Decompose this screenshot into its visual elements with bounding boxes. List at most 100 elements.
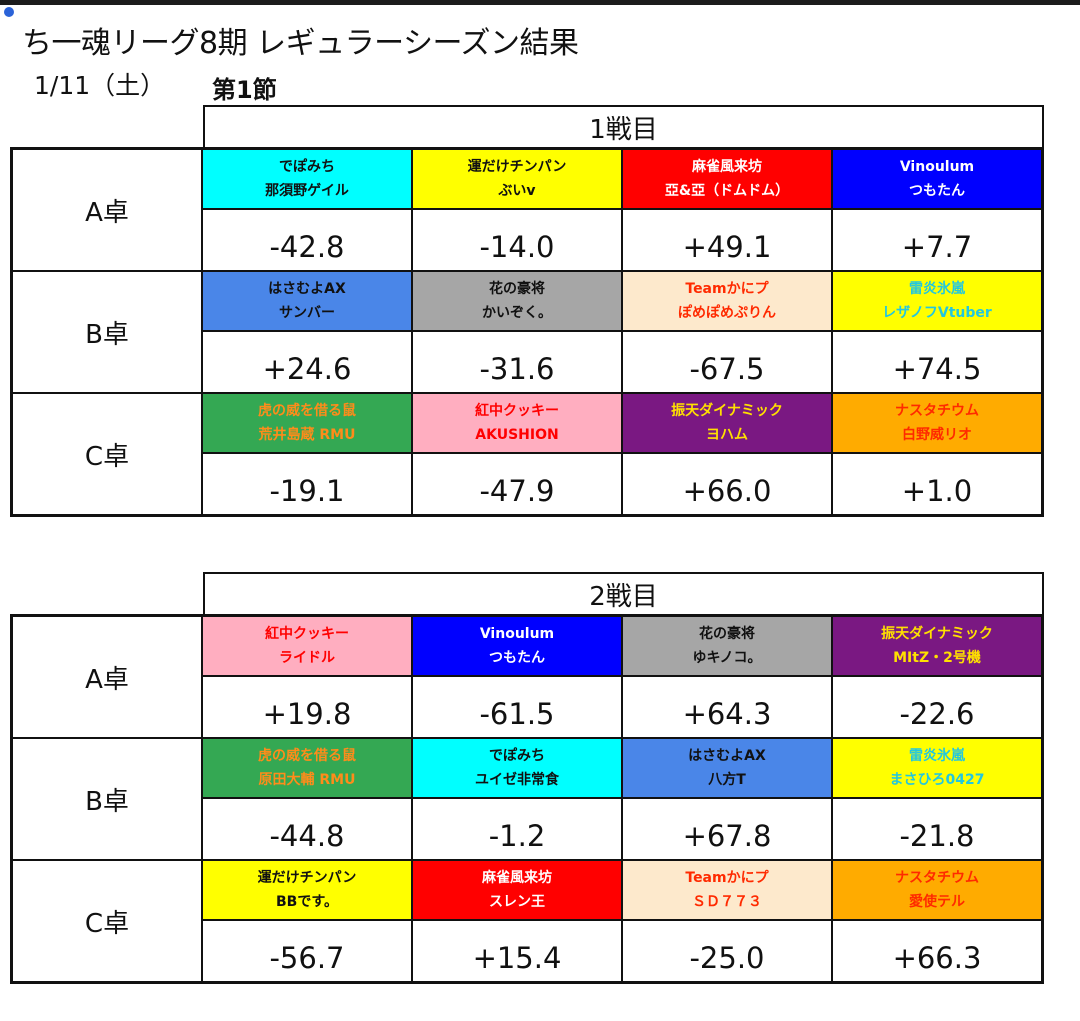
- player-name: つもたん: [909, 179, 965, 203]
- player-name: サンバー: [279, 301, 335, 325]
- player-column: 紅中クッキー AKUSHION -47.9: [413, 394, 623, 514]
- team-player-cell: 花の豪将 かいぞく。: [413, 272, 621, 332]
- player-column: はさむよAX 八方T +67.8: [623, 739, 833, 859]
- score-cell: -21.8: [833, 799, 1041, 859]
- score-cell: -42.8: [203, 210, 411, 270]
- team-name: でぽみち: [489, 744, 545, 768]
- score-cell: -61.5: [413, 677, 621, 737]
- player-name: 荒井島蔵 RMU: [259, 423, 356, 447]
- score-cell: +64.3: [623, 677, 831, 737]
- team-name: 振天ダイナミック: [881, 622, 993, 646]
- player-column: ナスタチウム 白野威リオ +1.0: [833, 394, 1041, 514]
- score-cell: -47.9: [413, 454, 621, 514]
- table-row: C卓 運だけチンパン BBです。 -56.7 麻雀風来坊 スレン王 +15.4 Team…: [13, 859, 1041, 981]
- team-name: Vinoulum: [900, 155, 974, 179]
- table-label: B卓: [13, 272, 203, 392]
- player-name: ぶいv: [498, 179, 535, 203]
- round-label: 第1節: [212, 70, 277, 105]
- score-cell: +66.3: [833, 921, 1041, 981]
- team-name: はさむよAX: [268, 277, 346, 301]
- team-name: 振天ダイナミック: [671, 399, 783, 423]
- top-bar: [0, 0, 1080, 5]
- team-name: 紅中クッキー: [265, 622, 349, 646]
- player-name: ライドル: [279, 646, 335, 670]
- score-cell: -56.7: [203, 921, 411, 981]
- player-name: 亞&亞（ドムドム）: [665, 179, 789, 203]
- player-name: ＳＤ７７３: [692, 890, 762, 914]
- selection-dot-icon[interactable]: [4, 7, 14, 17]
- team-name: Teamかにプ: [685, 866, 768, 890]
- team-player-cell: 麻雀風来坊 亞&亞（ドムドム）: [623, 150, 831, 210]
- team-player-cell: 運だけチンパン BBです。: [203, 861, 411, 921]
- player-name: スレン王: [489, 890, 545, 914]
- battle-2-table: A卓 紅中クッキー ライドル +19.8 Vinoulum つもたん -61.5 花の豪…: [10, 614, 1044, 984]
- date-label: 1/11（土）: [34, 66, 165, 102]
- table-label: A卓: [13, 150, 203, 270]
- player-column: 雷炎氷嵐 レザノフVtuber +74.5: [833, 272, 1041, 392]
- team-name: ナスタチウム: [895, 866, 979, 890]
- score-cell: -67.5: [623, 332, 831, 392]
- player-name: 白野威リオ: [902, 423, 972, 447]
- player-name: BBです。: [276, 890, 338, 914]
- team-player-cell: 運だけチンパン ぶいv: [413, 150, 621, 210]
- player-column: はさむよAX サンバー +24.6: [203, 272, 413, 392]
- player-column: でぽみち 那須野ゲイル -42.8: [203, 150, 413, 270]
- team-player-cell: 虎の威を借る鼠 原田大輔 RMU: [203, 739, 411, 799]
- player-name: MItZ・2号機: [893, 646, 981, 670]
- team-name: 麻雀風来坊: [692, 155, 762, 179]
- player-column: ナスタチウム 愛使テル +66.3: [833, 861, 1041, 981]
- team-player-cell: ナスタチウム 白野威リオ: [833, 394, 1041, 454]
- team-player-cell: Vinoulum つもたん: [833, 150, 1041, 210]
- team-name: はさむよAX: [688, 744, 766, 768]
- score-cell: -31.6: [413, 332, 621, 392]
- battle-2-header: 2戦目: [203, 572, 1044, 614]
- score-cell: -22.6: [833, 677, 1041, 737]
- team-name: 虎の威を借る鼠: [258, 399, 356, 423]
- player-name: ぽめぽめぷりん: [678, 301, 776, 325]
- score-cell: +24.6: [203, 332, 411, 392]
- team-name: 麻雀風来坊: [482, 866, 552, 890]
- team-name: 雷炎氷嵐: [909, 744, 965, 768]
- player-column: 虎の威を借る鼠 荒井島蔵 RMU -19.1: [203, 394, 413, 514]
- player-column: 運だけチンパン ぶいv -14.0: [413, 150, 623, 270]
- team-player-cell: 花の豪将 ゆキノコ。: [623, 617, 831, 677]
- table-label: C卓: [13, 861, 203, 981]
- player-column: Vinoulum つもたん -61.5: [413, 617, 623, 737]
- table-row: A卓 でぽみち 那須野ゲイル -42.8 運だけチンパン ぶいv -14.0 麻雀風来坊…: [13, 150, 1041, 270]
- team-name: 雷炎氷嵐: [909, 277, 965, 301]
- player-name: 原田大輔 RMU: [259, 768, 356, 792]
- player-column: 花の豪将 ゆキノコ。 +64.3: [623, 617, 833, 737]
- team-player-cell: Teamかにプ ぽめぽめぷりん: [623, 272, 831, 332]
- score-cell: +1.0: [833, 454, 1041, 514]
- team-player-cell: 振天ダイナミック ヨハム: [623, 394, 831, 454]
- team-player-cell: Teamかにプ ＳＤ７７３: [623, 861, 831, 921]
- table-row: A卓 紅中クッキー ライドル +19.8 Vinoulum つもたん -61.5 花の豪…: [13, 617, 1041, 737]
- player-name: 那須野ゲイル: [265, 179, 349, 203]
- score-cell: +67.8: [623, 799, 831, 859]
- team-player-cell: 虎の威を借る鼠 荒井島蔵 RMU: [203, 394, 411, 454]
- team-name: Teamかにプ: [685, 277, 768, 301]
- score-cell: -25.0: [623, 921, 831, 981]
- score-cell: -1.2: [413, 799, 621, 859]
- player-column: 麻雀風来坊 スレン王 +15.4: [413, 861, 623, 981]
- team-player-cell: ナスタチウム 愛使テル: [833, 861, 1041, 921]
- player-column: 麻雀風来坊 亞&亞（ドムドム） +49.1: [623, 150, 833, 270]
- player-column: 雷炎氷嵐 まさひろ0427 -21.8: [833, 739, 1041, 859]
- player-name: 八方T: [708, 768, 746, 792]
- player-name: ユイゼ非常食: [475, 768, 559, 792]
- team-name: Vinoulum: [480, 622, 554, 646]
- player-column: Teamかにプ ＳＤ７７３ -25.0: [623, 861, 833, 981]
- score-cell: +15.4: [413, 921, 621, 981]
- player-name: ゆキノコ。: [692, 646, 761, 670]
- team-player-cell: はさむよAX 八方T: [623, 739, 831, 799]
- team-player-cell: 振天ダイナミック MItZ・2号機: [833, 617, 1041, 677]
- team-name: 運だけチンパン: [468, 155, 567, 179]
- score-cell: +49.1: [623, 210, 831, 270]
- team-name: 虎の威を借る鼠: [258, 744, 356, 768]
- player-column: 振天ダイナミック ヨハム +66.0: [623, 394, 833, 514]
- player-name: まさひろ0427: [890, 768, 985, 792]
- player-column: 振天ダイナミック MItZ・2号機 -22.6: [833, 617, 1041, 737]
- team-player-cell: はさむよAX サンバー: [203, 272, 411, 332]
- player-column: 花の豪将 かいぞく。 -31.6: [413, 272, 623, 392]
- score-cell: +19.8: [203, 677, 411, 737]
